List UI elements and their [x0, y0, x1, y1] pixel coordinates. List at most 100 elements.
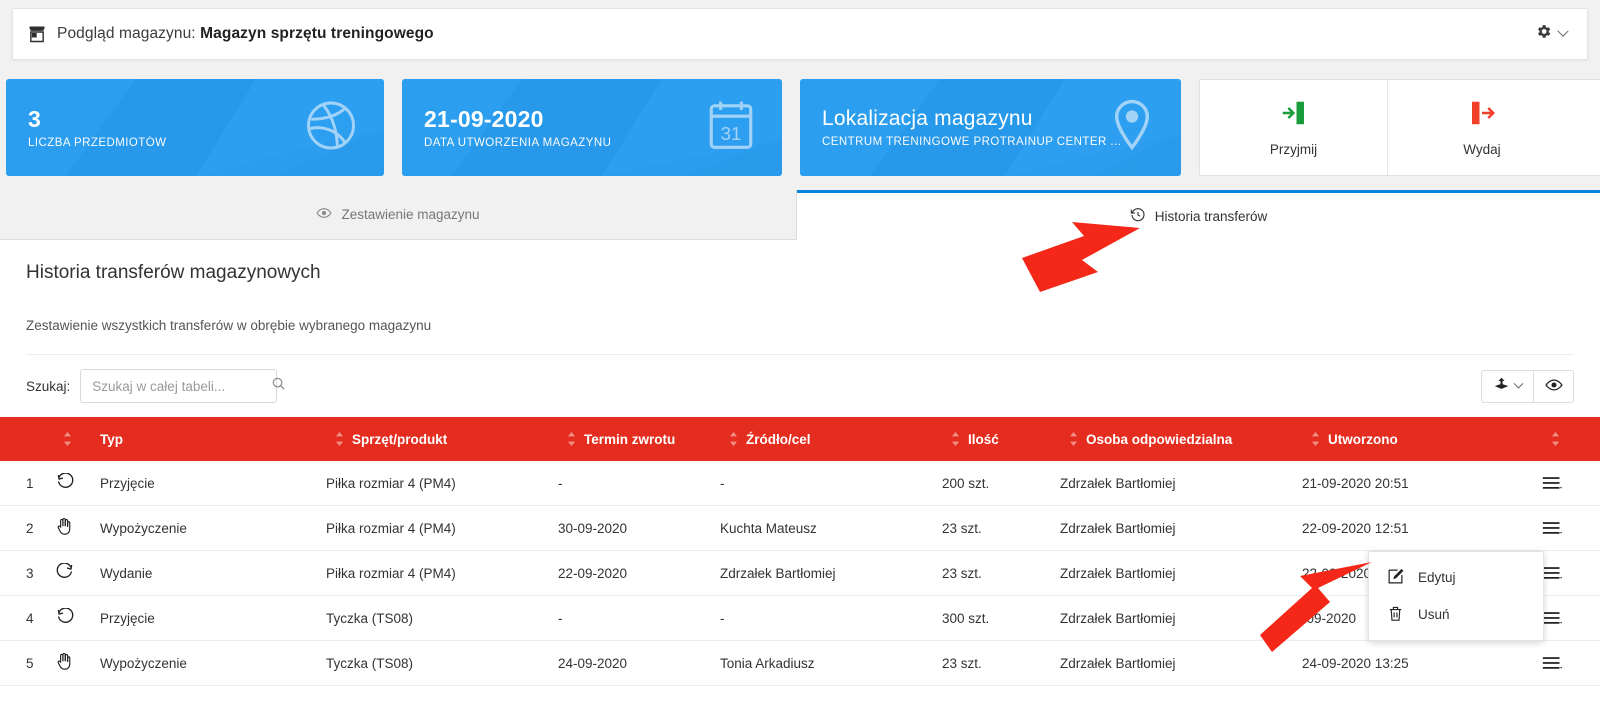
col-quantity[interactable]: Ilość	[942, 417, 1060, 461]
col-source-target-label: Źródło/cel	[746, 431, 811, 447]
summary-cards-row: 3 LICZBA PRZEDMIOTÓW 21-09-2020 DATA UTW…	[0, 79, 1600, 177]
cell-created: 21-09-2020 20:51	[1302, 461, 1542, 506]
context-menu-item-delete[interactable]: Usuń	[1369, 596, 1543, 633]
cell-index: 5	[0, 640, 54, 686]
chevron-down-icon	[1557, 25, 1569, 37]
exit-door-icon	[1467, 98, 1497, 133]
cell-type: Przyjęcie	[100, 595, 326, 641]
export-upload-icon	[1493, 376, 1510, 396]
cell-type: Wypożyczenie	[100, 640, 326, 686]
sort-arrows-icon	[720, 432, 746, 446]
table-header-row: Typ Sprzęt/produkt	[0, 417, 1600, 461]
col-index[interactable]	[0, 417, 54, 461]
row-menu-icon[interactable]	[1542, 566, 1562, 580]
arrow-in-icon	[56, 606, 74, 629]
cell-actions[interactable]	[1542, 550, 1600, 596]
table-header: Typ Sprzęt/produkt	[0, 417, 1600, 461]
search-input[interactable]	[90, 377, 272, 395]
table-row[interactable]: 4 Przyjęcie Tyczka (TS08) - -300 szt. Zdrzałe…	[0, 595, 1600, 641]
toolbar-right-buttons	[1481, 369, 1574, 403]
col-return-date[interactable]: Termin zwrotu	[558, 417, 720, 461]
row-menu-icon[interactable]	[1542, 611, 1562, 625]
context-menu-item-edit[interactable]: Edytuj	[1369, 559, 1543, 596]
table-row[interactable]: 2 Wypożyczenie Piłka rozmiar 4 (PM4) 30-09-…	[0, 505, 1600, 551]
table-row[interactable]: 3 Wydanie Piłka rozmiar 4 (PM4) 22-09-2020 Z…	[0, 550, 1600, 596]
tab-transfer-history[interactable]: Historia transferów	[797, 190, 1600, 240]
trash-icon	[1387, 605, 1404, 625]
col-quantity-label: Ilość	[968, 431, 999, 447]
cell-actions[interactable]	[1542, 505, 1600, 551]
tab-bar: Zestawienie magazynu Historia transferów	[0, 190, 1600, 240]
row-menu-icon[interactable]	[1542, 476, 1562, 490]
cell-person: Zdrzałek Bartłomiej	[1060, 461, 1302, 506]
cell-person: Zdrzałek Bartłomiej	[1060, 505, 1302, 551]
col-return-date-label: Termin zwrotu	[584, 431, 676, 447]
transfer-history-panel: Historia transferów magazynowych Zestawi…	[0, 240, 1600, 706]
stat-card-creation-date: 21-09-2020 DATA UTWORZENIA MAGAZYNU 31	[402, 79, 782, 176]
cell-type-icon	[54, 595, 100, 641]
svg-text:31: 31	[721, 123, 742, 144]
col-type[interactable]: Typ	[100, 417, 326, 461]
col-created[interactable]: Utworzono	[1302, 417, 1542, 461]
calendar-icon: 31	[706, 98, 756, 157]
cell-source-target: Tonia Arkadiusz	[720, 640, 942, 686]
cell-product: Tyczka (TS08)	[326, 640, 558, 686]
cell-quantity: 23 szt.	[942, 550, 1060, 596]
col-person[interactable]: Osoba odpowiedzialna	[1060, 417, 1302, 461]
column-visibility-button[interactable]	[1533, 369, 1574, 403]
col-actions[interactable]	[1542, 417, 1600, 461]
cell-person: Zdrzałek Bartłomiej	[1060, 595, 1302, 641]
cell-source-target: -	[720, 461, 942, 506]
cell-return-date: -	[558, 461, 720, 506]
sort-arrows-icon	[1542, 432, 1568, 446]
cell-person: Zdrzałek Bartłomiej	[1060, 640, 1302, 686]
tab-warehouse-summary[interactable]: Zestawienie magazynu	[0, 190, 797, 240]
cell-source-target: Kuchta Mateusz	[720, 505, 942, 551]
row-menu-icon[interactable]	[1542, 521, 1562, 535]
cell-product: Piłka rozmiar 4 (PM4)	[326, 550, 558, 596]
sort-arrows-icon	[54, 432, 80, 446]
cell-actions[interactable]	[1542, 640, 1600, 686]
panel-title: Historia transferów magazynowych	[26, 262, 321, 283]
col-product[interactable]: Sprzęt/produkt	[326, 417, 558, 461]
row-menu-icon[interactable]	[1542, 656, 1562, 670]
stat-card-item-count: 3 LICZBA PRZEDMIOTÓW	[6, 79, 384, 176]
cell-product: Tyczka (TS08)	[326, 595, 558, 641]
sort-arrows-icon	[558, 432, 584, 446]
cell-index: 2	[0, 505, 54, 551]
col-person-label: Osoba odpowiedzialna	[1086, 431, 1233, 447]
cell-person: Zdrzałek Bartłomiej	[1060, 550, 1302, 596]
table-row[interactable]: 5 Wypożyczenie Tyczka (TS08) 24-09-2020 Toni…	[0, 640, 1600, 686]
sort-arrows-icon	[942, 432, 968, 446]
panel-divider	[26, 354, 1574, 355]
search-box[interactable]	[80, 369, 285, 403]
hand-icon	[56, 517, 73, 539]
cell-index: 1	[0, 461, 54, 506]
history-clock-icon	[1130, 207, 1146, 226]
tab-transfer-history-label: Historia transferów	[1154, 209, 1268, 224]
export-button[interactable]	[1481, 369, 1533, 403]
dribbble-ball-icon	[304, 98, 358, 157]
col-type-icon[interactable]	[54, 417, 100, 461]
cell-return-date: 22-09-2020	[558, 550, 720, 596]
chevron-down-icon	[1513, 378, 1524, 389]
col-created-label: Utworzono	[1328, 431, 1398, 447]
sort-arrows-icon	[1060, 432, 1086, 446]
quick-actions-box: Przyjmij Wydaj	[1199, 79, 1600, 176]
cell-quantity: 300 szt.	[942, 595, 1060, 641]
stat-value: Lokalizacja magazynu	[822, 106, 1033, 130]
cell-return-date: -	[558, 595, 720, 641]
table-row[interactable]: 1 Przyjęcie Piłka rozmiar 4 (PM4) - -200 szt…	[0, 461, 1600, 506]
stat-card-location: Lokalizacja magazynu CENTRUM TRENINGOWE …	[800, 79, 1181, 176]
cell-return-date: 24-09-2020	[558, 640, 720, 686]
cell-actions[interactable]	[1542, 595, 1600, 641]
cell-actions[interactable]	[1542, 461, 1600, 506]
receive-button[interactable]: Przyjmij	[1200, 80, 1388, 175]
col-source-target[interactable]: Źródło/cel	[720, 417, 942, 461]
row-context-menu: Edytuj Usuń	[1368, 551, 1544, 641]
table-body: 1 Przyjęcie Piłka rozmiar 4 (PM4) - -200 szt…	[0, 461, 1600, 686]
issue-button[interactable]: Wydaj	[1388, 80, 1576, 175]
cell-type-icon	[54, 550, 100, 596]
settings-menu-button[interactable]	[1535, 23, 1573, 45]
